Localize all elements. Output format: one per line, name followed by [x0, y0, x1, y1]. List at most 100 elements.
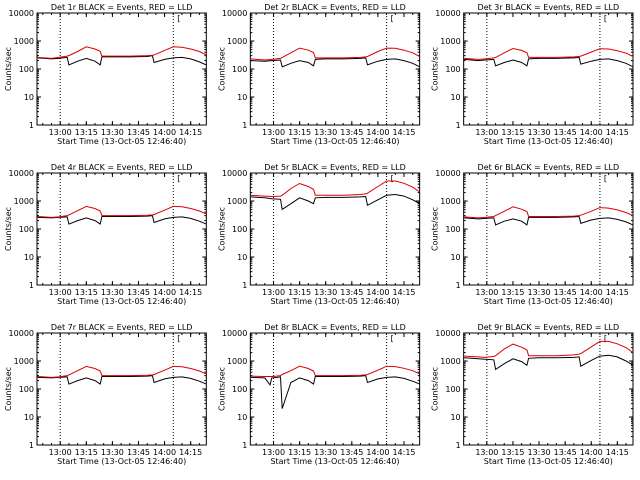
y-tick-label: 1 [29, 281, 34, 290]
detector-panel: Det 3r BLACK = Events, RED = LLD 1 10 100 10… [431, 3, 634, 146]
lld-series-line [37, 46, 207, 59]
y-tick-label: 1 [456, 441, 461, 450]
y-tick-label: 10 [237, 413, 247, 422]
y-tick-label: 1000 [14, 37, 34, 46]
y-tick-label: 1 [456, 281, 461, 290]
y-tick-label: 100 [232, 225, 247, 234]
x-tick-label: 13:45 [127, 128, 150, 137]
x-tick-label: 13:00 [49, 448, 72, 457]
y-tick-label: 1000 [227, 197, 247, 206]
x-tick-label: 13:45 [554, 128, 577, 137]
x-axis-label: Start Time (13-Oct-05 12:46:40) [270, 137, 399, 146]
x-tick-label: 13:45 [127, 448, 150, 457]
x-tick-label: 13:45 [340, 288, 363, 297]
detector-panel: Det 9r BLACK = Events, RED = LLD 1 10 100 10… [431, 323, 634, 466]
x-tick-label: 14:15 [179, 288, 202, 297]
x-tick-label: 14:15 [392, 288, 415, 297]
y-tick-label: 10000 [435, 169, 460, 178]
x-axis-label: Start Time (13-Oct-05 12:46:40) [57, 457, 186, 466]
events-series-line [250, 375, 420, 409]
x-tick-label: 13:30 [101, 288, 124, 297]
x-tick-label: 14:00 [153, 288, 176, 297]
x-tick-label: 13:00 [262, 288, 285, 297]
detector-panel: Det 2r BLACK = Events, RED = LLD 1 10 100 10… [217, 3, 421, 146]
detector-panel: Det 8r BLACK = Events, RED = LLD 1 10 100 10… [217, 323, 421, 466]
plot-frame [249, 172, 421, 286]
y-tick-label: 100 [19, 225, 34, 234]
x-tick-label: 13:00 [475, 288, 498, 297]
y-tick-label: 1 [242, 281, 247, 290]
lld-series-line [37, 205, 207, 218]
y-tick-label: 1000 [227, 357, 247, 366]
x-tick-label: 14:15 [392, 128, 415, 137]
chart-title: Det 3r BLACK = Events, RED = LLD [478, 3, 620, 12]
lld-series-line [37, 365, 207, 378]
x-axis-label: Start Time (13-Oct-05 12:46:40) [57, 297, 186, 306]
y-tick-label: 100 [445, 65, 460, 74]
y-tick-label: 100 [19, 65, 34, 74]
x-tick-label: 13:30 [314, 288, 337, 297]
x-tick-label: 14:15 [179, 448, 202, 457]
chart-title: Det 5r BLACK = Events, RED = LLD [264, 163, 406, 172]
y-axis-label: Counts/sec [217, 207, 226, 251]
x-tick-label: 14:00 [580, 448, 603, 457]
chart-title: Det 2r BLACK = Events, RED = LLD [264, 3, 406, 12]
x-tick-label: 13:15 [501, 128, 524, 137]
lld-series-line [464, 47, 634, 60]
x-tick-label: 14:00 [580, 128, 603, 137]
x-tick-label: 14:15 [606, 288, 629, 297]
chart-title: Det 8r BLACK = Events, RED = LLD [264, 323, 406, 332]
y-tick-label: 10000 [222, 9, 247, 18]
y-tick-label: 100 [445, 225, 460, 234]
y-tick-label: 1000 [14, 197, 34, 206]
y-tick-label: 10000 [9, 329, 34, 338]
plot-frame [36, 172, 207, 286]
x-tick-label: 13:15 [75, 128, 98, 137]
y-tick-label: 100 [19, 385, 34, 394]
x-tick-label: 13:30 [314, 128, 337, 137]
y-tick-label: 10000 [435, 329, 460, 338]
detector-panel: Det 4r BLACK = Events, RED = LLD 1 10 100 10… [4, 163, 207, 306]
x-tick-label: 13:15 [288, 128, 311, 137]
bracket-marker: [ [177, 14, 180, 23]
x-tick-label: 13:45 [554, 288, 577, 297]
y-axis-label: Counts/sec [4, 367, 13, 411]
x-axis-label: Start Time (13-Oct-05 12:46:40) [270, 457, 399, 466]
chart-title: Det 7r BLACK = Events, RED = LLD [51, 323, 193, 332]
y-tick-label: 10000 [9, 169, 34, 178]
y-axis-label: Counts/sec [217, 47, 226, 91]
x-tick-label: 14:15 [179, 128, 202, 137]
bracket-marker: [ [604, 14, 607, 23]
plot-frame [249, 332, 421, 446]
bracket-marker: [ [604, 334, 607, 343]
y-tick-label: 10 [237, 253, 247, 262]
y-tick-label: 10 [24, 93, 34, 102]
y-tick-label: 10 [237, 93, 247, 102]
y-tick-label: 10 [450, 93, 460, 102]
y-axis-label: Counts/sec [431, 207, 440, 251]
x-tick-label: 13:00 [475, 128, 498, 137]
y-axis-label: Counts/sec [4, 207, 13, 251]
x-tick-label: 14:15 [392, 448, 415, 457]
y-axis-label: Counts/sec [431, 47, 440, 91]
y-axis-label: Counts/sec [4, 47, 13, 91]
y-tick-label: 1000 [14, 357, 34, 366]
x-tick-label: 13:45 [340, 128, 363, 137]
lld-series-line [250, 180, 420, 198]
x-tick-label: 13:15 [501, 448, 524, 457]
y-tick-label: 1 [29, 121, 34, 130]
x-tick-label: 13:45 [554, 448, 577, 457]
plot-frame [463, 12, 634, 126]
plot-frame [249, 12, 421, 126]
x-tick-label: 14:00 [366, 448, 389, 457]
bracket-marker: [ [177, 334, 180, 343]
y-tick-label: 10 [24, 413, 34, 422]
detector-panel: Det 6r BLACK = Events, RED = LLD 1 10 100 10… [431, 163, 634, 306]
y-tick-label: 100 [232, 385, 247, 394]
x-tick-label: 13:30 [101, 128, 124, 137]
y-tick-label: 10 [450, 253, 460, 262]
x-axis-label: Start Time (13-Oct-05 12:46:40) [484, 457, 613, 466]
events-series-line [250, 193, 420, 211]
x-tick-label: 13:15 [75, 288, 98, 297]
plot-frame [463, 172, 634, 286]
